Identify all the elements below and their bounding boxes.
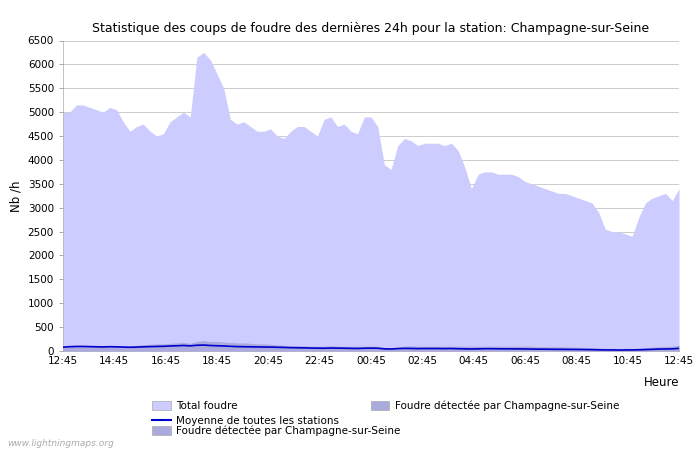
Text: Heure: Heure	[643, 376, 679, 389]
Legend: Foudre détectée par Champagne-sur-Seine: Foudre détectée par Champagne-sur-Seine	[148, 421, 405, 440]
Text: www.lightningmaps.org: www.lightningmaps.org	[7, 439, 113, 448]
Title: Statistique des coups de foudre des dernières 24h pour la station: Champagne-sur: Statistique des coups de foudre des dern…	[92, 22, 650, 35]
Y-axis label: Nb /h: Nb /h	[9, 180, 22, 211]
